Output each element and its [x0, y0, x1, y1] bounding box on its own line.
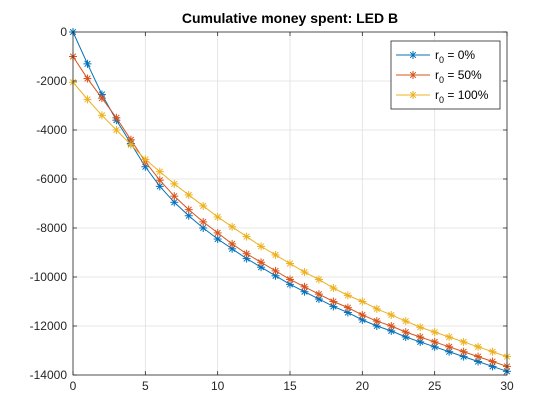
legend-marker	[409, 91, 417, 99]
data-point	[228, 240, 236, 248]
data-point	[329, 284, 337, 292]
data-point	[474, 353, 482, 361]
data-point	[460, 338, 468, 346]
data-point	[431, 328, 439, 336]
data-point	[300, 283, 308, 291]
y-tick-label: -12000	[30, 319, 68, 333]
x-tick-label: 15	[283, 379, 297, 393]
data-point	[445, 343, 453, 351]
data-point	[83, 75, 91, 83]
data-point	[83, 95, 91, 103]
data-point	[416, 323, 424, 331]
data-point	[373, 317, 381, 325]
data-point	[257, 258, 265, 266]
y-tick-label: -10000	[30, 270, 68, 284]
data-point	[358, 298, 366, 306]
data-point	[83, 60, 91, 68]
data-point	[243, 233, 251, 241]
data-point	[98, 111, 106, 119]
x-tick-label: 30	[500, 379, 514, 393]
data-point	[141, 155, 149, 163]
y-tick-label: 0	[60, 25, 67, 39]
data-point	[228, 223, 236, 231]
data-point	[127, 141, 135, 149]
data-point	[199, 202, 207, 210]
x-tick-label: 20	[356, 379, 370, 393]
data-point	[445, 333, 453, 341]
legend-marker	[409, 51, 417, 59]
data-point	[214, 229, 222, 237]
data-point	[214, 213, 222, 221]
data-point	[199, 218, 207, 226]
data-point	[98, 94, 106, 102]
data-point	[243, 250, 251, 258]
data-point	[156, 168, 164, 176]
data-point	[344, 304, 352, 312]
data-point	[344, 291, 352, 299]
legend-label-rest: = 0%	[444, 48, 475, 62]
data-point	[170, 180, 178, 188]
x-tick-label: 25	[428, 379, 442, 393]
data-point	[185, 206, 193, 214]
y-tick-label: -6000	[36, 172, 67, 186]
data-point	[489, 358, 497, 366]
data-point	[358, 311, 366, 319]
data-point	[112, 126, 120, 134]
data-point	[286, 275, 294, 283]
data-point	[387, 322, 395, 330]
y-tick-label: -4000	[36, 123, 67, 137]
data-point	[112, 114, 120, 122]
legend-label-rest: = 100%	[444, 88, 489, 102]
data-point	[373, 305, 381, 313]
legend-marker	[409, 71, 417, 79]
data-point	[286, 260, 294, 268]
x-tick-label: 0	[70, 379, 77, 393]
data-point	[402, 328, 410, 336]
data-point	[315, 290, 323, 298]
data-point	[402, 317, 410, 325]
data-point	[257, 242, 265, 250]
data-point	[489, 348, 497, 356]
data-point	[272, 251, 280, 259]
y-tick-label: -14000	[30, 368, 68, 382]
legend-label-rest: = 50%	[444, 68, 482, 82]
data-point	[315, 275, 323, 283]
data-point	[431, 338, 439, 346]
data-point	[185, 191, 193, 199]
x-tick-label: 5	[142, 379, 149, 393]
legend: r0 = 0%r0 = 50%r0 = 100%	[391, 41, 500, 109]
data-point	[460, 348, 468, 356]
data-point	[387, 311, 395, 319]
y-tick-label: -8000	[36, 221, 67, 235]
data-point	[272, 267, 280, 275]
data-point	[474, 343, 482, 351]
x-tick-label: 10	[211, 379, 225, 393]
y-tick-label: -2000	[36, 74, 67, 88]
data-point	[416, 333, 424, 341]
data-point	[170, 192, 178, 200]
data-point	[300, 268, 308, 276]
data-point	[329, 298, 337, 306]
chart-title: Cumulative money spent: LED B	[182, 10, 398, 26]
data-point	[156, 176, 164, 184]
